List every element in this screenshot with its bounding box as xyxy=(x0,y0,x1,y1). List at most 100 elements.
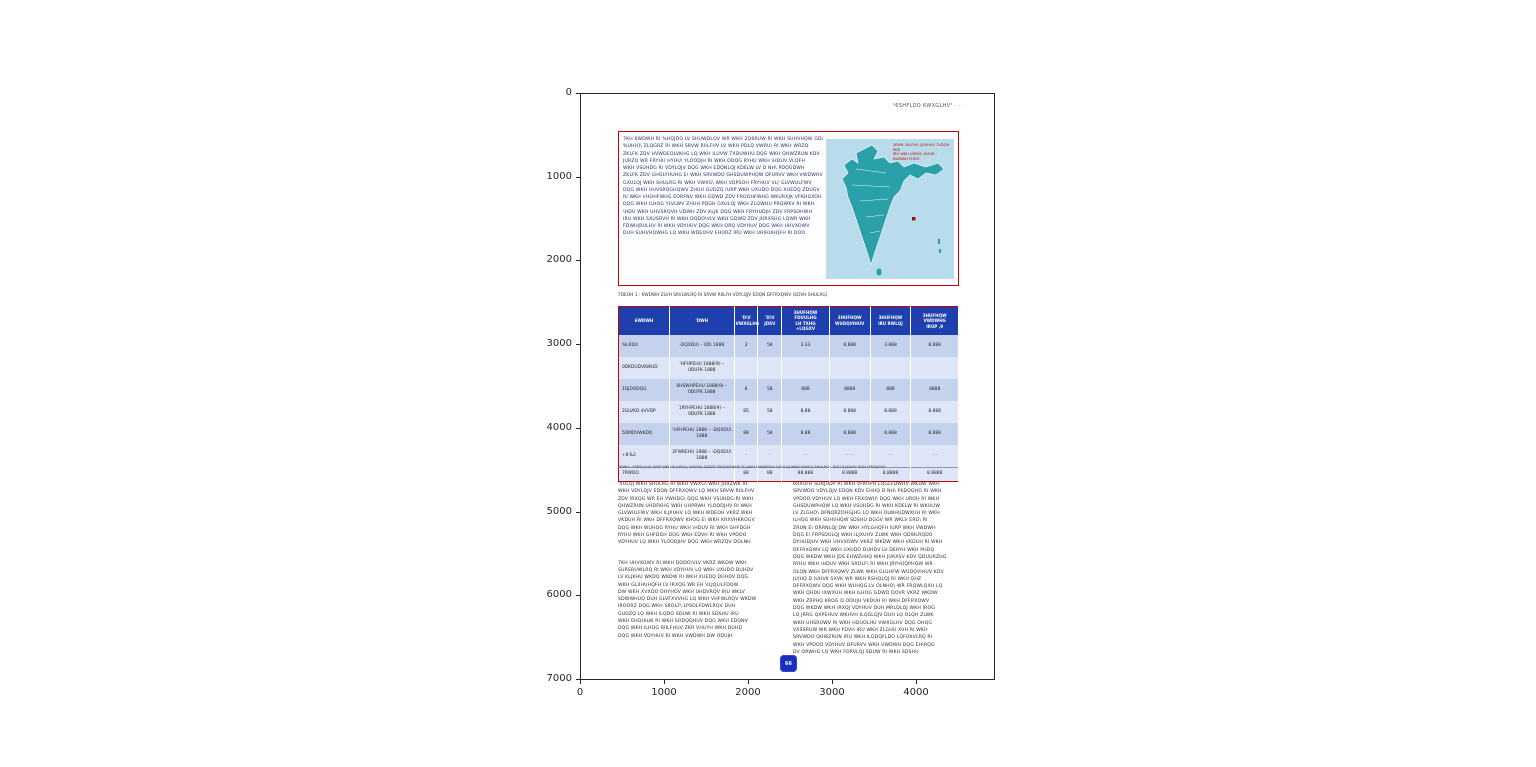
text-line: GXULQJ WKH SHULRG RI WKH VWXG\ WKH VDPSO… xyxy=(623,180,812,186)
text-line: 6RXUFH SURJUDP RI WKH VFKHPH LQGLFDWHV W… xyxy=(793,482,940,487)
text-line: WKH QHDU IXWXUH WKH ILHOG GDWD DOVR VKRZ… xyxy=(793,591,938,597)
table-cell: 8.8888 xyxy=(910,466,959,482)
table-cell: 58 xyxy=(757,334,783,357)
india-map-figure: 3RVW 2IILFHV ([SUHVV 7UDGH PDS IRU WKH V… xyxy=(826,139,954,279)
location-marker xyxy=(912,217,916,221)
text-line: RYHU WKH \HDUV WKH SROLF\ RI WKH JRYHUQP… xyxy=(793,562,933,568)
text-line: SRVWDO VDYLQJV EDQN KDV EHHQ D NH\ FKDQQ… xyxy=(793,489,942,495)
table-footnote: 1RWH : FRPSLOHG IURP WKH SULPDU\ VXUYH\ … xyxy=(618,465,886,469)
y-tick-label: 2000 xyxy=(546,254,572,266)
data-table: 6WDWH 'DWH 'D\V VWXGLHG 'D\V JDSV 3HUFHQW FDUUL… xyxy=(618,306,959,482)
table-cell: 8.888 xyxy=(829,422,871,445)
table-cell: 888 xyxy=(870,378,912,401)
publisher-stamp: 66 xyxy=(780,655,797,672)
table-cell: 58 xyxy=(757,378,783,401)
table-header-cell: 'D\V VWXGLHG xyxy=(734,306,759,335)
table-cell xyxy=(910,356,959,379)
table-row: 5DMDVWKDQ 'HFHPEHU 1888 – -DQXDU\ 1888 88 5… xyxy=(618,422,959,445)
table-cell: 1DJDODQG xyxy=(618,378,670,401)
text-line: DUH SUHVHQWHG LQ WKH WDEOHV EHORZ IRU WK… xyxy=(623,231,806,237)
y-tick-label: 6000 xyxy=(546,589,572,601)
plot-area: ²6SHFLDO 6WXGLHV² · · · 7KH 6WDWH RI %HQ… xyxy=(580,93,995,680)
table-header-cell: 'D\V JDSV xyxy=(757,306,783,335)
table-row: %LKDU -DQXDU\ – 0D\ 1888 3 58 3.33 8.888 3.888… xyxy=(618,334,959,357)
text-line: 7KH UHVXOWV RI WKH DQDO\VLV VKRZ WKDW WK… xyxy=(618,560,747,566)
text-line: ZKLFK ZDV HVWDEOLVKHG LQ WKH ILUVW TXDUW… xyxy=(623,151,820,157)
table-cell: 8888 xyxy=(829,378,871,401)
table-cell: · · xyxy=(781,444,830,468)
table-cell: 2GLVKD $VVDP xyxy=(618,400,670,423)
table-cell xyxy=(829,356,871,379)
table-cell xyxy=(734,356,759,379)
text-line: VDYHUV LQ WKH YLOODJHV DQG WKH WRZQV DOL… xyxy=(618,540,751,546)
table-cell: 85 xyxy=(734,400,759,423)
y-tick-mark xyxy=(576,344,580,346)
text-line: DFFRXQWV LQ WKH UXUDO DUHDV LV DERYH WKH… xyxy=(793,547,935,553)
document-page: ²6SHFLDO 6WXGLHV² · · · 7KH 6WDWH RI %HQ… xyxy=(581,94,994,679)
text-line: DQG WKH ILHOG YLVLWV ZHUH PDGH GXULQJ WK… xyxy=(623,202,815,208)
table-cell: 8.8888 xyxy=(870,466,912,482)
x-tick-mark xyxy=(916,680,917,684)
text-line: IROORZ DQG WKH SROLF\ LPSOLFDWLRQV DUH xyxy=(618,604,736,610)
text-line: IRU WKH SXUSRVH RI WKH DQDO\VLV WKH GDWD… xyxy=(623,216,811,222)
table-cell: 8.88 xyxy=(781,400,830,423)
table-cell: 58 xyxy=(757,400,783,423)
table-cell: 8.888 xyxy=(910,400,959,423)
text-line: \HDU WKH UHVSRQVH UDWH ZDV KLJK DQG WKH … xyxy=(623,209,813,215)
table-cell: 88 xyxy=(734,466,759,482)
table-cell xyxy=(757,356,783,379)
text-line: WKH GLIIHUHQFH LV IRXQG WR EH VLJQLILFDQ… xyxy=(618,582,739,588)
table-cell: 88.888 xyxy=(781,466,830,482)
table-cell: 8.8888 xyxy=(829,466,871,482)
text-line: SRVWDO QHWZRUN IRU WKH ILQDQFLDO LQFOXVL… xyxy=(793,635,933,641)
text-line: SURSRUWLRQ RI WKH VDYHUV LQ WKH UXUDO DU… xyxy=(618,567,754,573)
text-line: 'XULQJ WKH SHULRG RI WKH VWXG\ WKH JURZW… xyxy=(618,482,748,487)
table-cell: 3 xyxy=(734,334,759,357)
table-cell xyxy=(669,466,735,482)
map-caption-line2: IRU WKH VWXG\ DUHD · 6WDWH FHOO xyxy=(893,152,937,162)
table-cell: 3.33 xyxy=(781,334,830,357)
text-line: WKH EHQHILW RI WKH SODQQHUV DQG WKH EDQN… xyxy=(618,619,749,625)
text-line: DFFRXQWV DQG WKH WUHQG LV OLNHO\ WR FRQW… xyxy=(793,584,943,590)
text-line: FDWHJRULHV RI WKH VDYHUV DQG WKH QRQ VDY… xyxy=(623,224,810,229)
y-tick-label: 3000 xyxy=(546,338,572,350)
table-cell: 888 xyxy=(781,378,830,401)
table-cell: 8.888 xyxy=(829,400,871,423)
text-line: ILHOG WKH SUHVHQW SDSHU DGGV WR WKLV ERG… xyxy=(793,518,928,524)
text-line: ZRUN E\ ORRNLQJ DW WKH HYLGHQFH IURP WKH… xyxy=(793,525,936,531)
india-landmass xyxy=(841,144,945,267)
x-tick-mark xyxy=(664,680,665,684)
text-line: DQG E\ FRPSDULQJ WKH ILJXUHV ZLWK WKH QD… xyxy=(793,533,933,539)
text-line: WKH VSUHDG RI VDYLQJV DQG WKH EDQNLQJ KD… xyxy=(623,166,805,171)
table-cell: 7RWDO xyxy=(618,466,670,482)
y-tick-mark xyxy=(576,260,580,262)
table-cell: · · xyxy=(870,444,912,468)
left-paragraph-1: 'XULQJ WKH SHULRG RI WKH VWXG\ WKH JURZW… xyxy=(618,481,786,547)
text-line: WKH VDYLQJV EDQN DFFRXQWV LQ WKH SRVW RI… xyxy=(618,489,755,495)
text-line: QHWZRUN UHDFKHG WKH UHPRWH YLOODJHV RI W… xyxy=(618,503,752,509)
text-line: GLVWULFWV WKH ILJXUHV LQ WKH WDEOH VKRZ … xyxy=(618,511,753,517)
table-row: +8'&2 2FWREHU 1888 – -DQXDU\ 1888 · · · · · ·… xyxy=(618,444,959,468)
text-line: DW WKH XVXDO OHYHOV WKH UHDVRQV IRU WKLV xyxy=(618,589,745,595)
table-row: 2GLVKD $VVDP 1RYHPEHU 1888(9) – 0DUFK 188… xyxy=(618,400,959,423)
x-tick-mark xyxy=(580,680,581,684)
x-tick-label: 0 xyxy=(576,687,584,698)
text-line: DQG WKH UHVSRQGHQWV ZHUH GUDZQ IURP WKH … xyxy=(623,187,820,193)
journal-header: ²6SHFLDO 6WXGLHV² · · · xyxy=(893,103,964,109)
table-cell: 8.888 xyxy=(870,400,912,423)
x-tick-label: 4000 xyxy=(903,687,929,698)
sri-lanka-shape xyxy=(875,267,883,277)
table-cell: · xyxy=(734,444,759,468)
text-line: JLYHQ D IUHVK SXVK WR WKH RSHQLQJ RI WKH… xyxy=(793,576,922,582)
table-cell: 8 xyxy=(734,378,759,401)
table-cell: 58 xyxy=(757,422,783,445)
table-header-cell: 3HUFHQW WUDQVIHUV xyxy=(829,306,871,335)
text-line: VPDOO VDYHUV LQ WKH FRXQWU\ DQG WKH UROH… xyxy=(793,496,940,502)
text-line: JURZQ WR FRYHU HYHU\ YLOODJH RI WKH ODQG… xyxy=(623,158,806,164)
table-cell: 'HFHPEHU 1888 – -DQXDU\ 1888 xyxy=(669,422,735,445)
table-cell: -DQXDU\ – 0D\ 1888 xyxy=(669,334,735,357)
table-header-cell: 3HUFHQW FDUULHG LH TXHG +LQGXV xyxy=(781,306,830,335)
y-tick-label: 4000 xyxy=(546,421,572,433)
table-cell: 8.888 xyxy=(870,422,912,445)
